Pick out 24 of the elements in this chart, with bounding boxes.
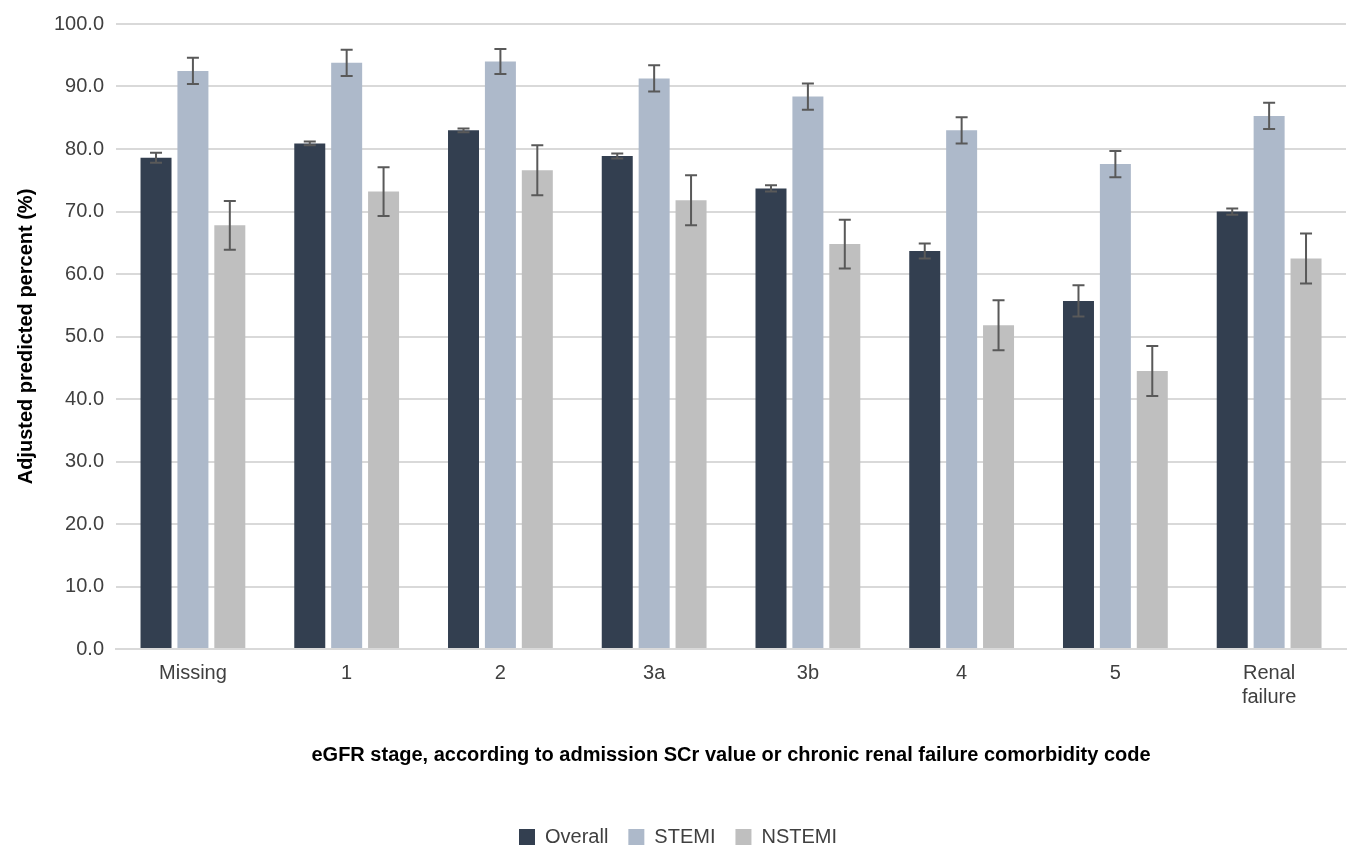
x-tick-label: 3a bbox=[643, 660, 667, 683]
x-tick-label: 4 bbox=[956, 660, 968, 683]
y-tick-label: 20.0 bbox=[65, 511, 105, 534]
y-tick-label: 40.0 bbox=[65, 386, 105, 409]
y-tick-label: 100.0 bbox=[53, 11, 105, 34]
legend-label: Overall bbox=[544, 824, 609, 847]
legend-label: STEMI bbox=[654, 824, 716, 847]
x-tick-label: 5 bbox=[1109, 660, 1121, 683]
y-tick-label: 50.0 bbox=[65, 324, 105, 347]
x-tick-label: Renal failure bbox=[1241, 660, 1297, 707]
x-tick-label: 2 bbox=[494, 660, 506, 683]
x-axis-title: eGFR stage, according to admission SCr value or chronic renal failure comorbidity code bbox=[311, 742, 1151, 765]
legend-label: NSTEMI bbox=[761, 824, 838, 847]
y-tick-label: 80.0 bbox=[65, 136, 105, 159]
y-tick-label: 30.0 bbox=[65, 449, 105, 472]
x-tick-label: 1 bbox=[341, 660, 353, 683]
y-tick-label: 70.0 bbox=[65, 199, 105, 222]
y-tick-label: 0.0 bbox=[76, 636, 105, 659]
x-tick-label: Missing bbox=[159, 660, 227, 683]
y-tick-label: 90.0 bbox=[65, 74, 105, 97]
y-tick-label: 10.0 bbox=[65, 574, 105, 597]
x-tick-label: 3b bbox=[796, 660, 820, 683]
y-tick-label: 60.0 bbox=[65, 261, 105, 284]
y-axis-title: Adjusted predicted percent (%) bbox=[13, 188, 36, 485]
